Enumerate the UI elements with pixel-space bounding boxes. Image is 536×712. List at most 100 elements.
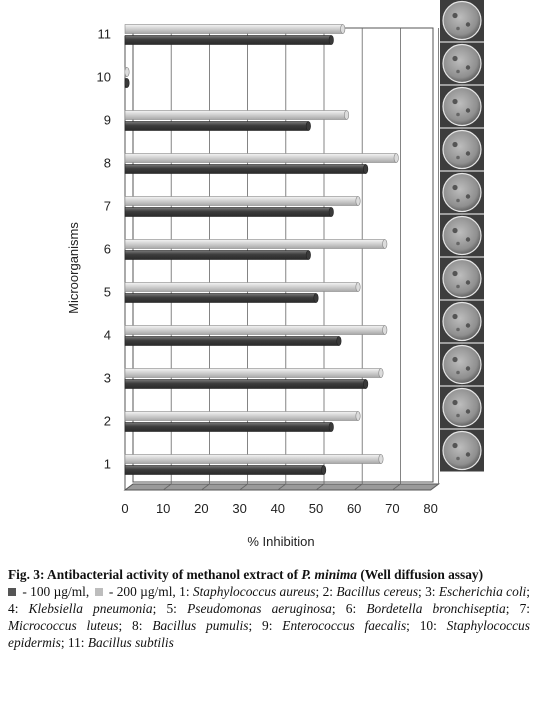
- plate-well: [465, 323, 471, 328]
- bar-cap: [328, 35, 334, 45]
- bar-cap: [124, 67, 130, 77]
- plate-well: [465, 452, 471, 457]
- plate-well: [452, 141, 458, 148]
- bar-100-4: [124, 336, 342, 346]
- organism-name: Bacillus subtilis: [87, 635, 174, 650]
- plate-well: [465, 409, 471, 414]
- caption-title-rest: (Well diffusion assay): [356, 567, 484, 582]
- y-tick-label: 2: [104, 414, 111, 429]
- bar-100-8: [124, 164, 369, 174]
- plate-well: [465, 108, 471, 113]
- organism-name: Enterococcus faecalis: [282, 618, 407, 633]
- plate-well: [456, 284, 460, 289]
- bar-cap: [378, 368, 384, 378]
- legend-swatch-200: [94, 588, 103, 596]
- organism-number: 11:: [67, 635, 88, 650]
- plate-well: [456, 69, 460, 74]
- caption-fig-label: Fig. 3: Antibacterial activity of methan…: [8, 567, 302, 582]
- petri-plate-icon: [440, 386, 484, 429]
- plate-well: [465, 237, 471, 242]
- bar-200-10: [124, 67, 130, 77]
- bar-cap: [305, 121, 311, 131]
- legend-swatch-100: [8, 588, 16, 596]
- plate-well: [465, 151, 471, 156]
- plate-disc: [442, 43, 482, 84]
- y-tick-label: 4: [104, 328, 111, 343]
- plate-well: [465, 65, 471, 70]
- plate-well: [452, 55, 458, 62]
- organism-name: Klebsiella pneumonia: [28, 601, 153, 616]
- plate-well: [456, 155, 460, 160]
- grid-line-floor: [239, 483, 248, 491]
- plate-images: [440, 0, 484, 472]
- bar-cap: [340, 24, 346, 34]
- petri-plate-icon: [440, 343, 484, 386]
- bar-200-6: [124, 239, 388, 249]
- bar-100-9: [124, 121, 311, 131]
- x-tick-label: 70: [385, 501, 399, 516]
- bar-body: [124, 454, 382, 464]
- plate-well: [456, 241, 460, 246]
- plate-well: [456, 198, 460, 203]
- grid-line-floor: [430, 483, 439, 491]
- bar-cap: [321, 465, 327, 475]
- bar-body: [124, 121, 309, 131]
- petri-plate-icon: [440, 300, 484, 343]
- organism-name: Micrococcus luteus: [8, 618, 119, 633]
- x-tick-label: 50: [309, 501, 323, 516]
- plate-disc: [442, 0, 482, 41]
- bar-cap: [355, 282, 361, 292]
- organism-number: 3:: [425, 584, 439, 599]
- organism-number: 5:: [166, 601, 188, 616]
- x-tick-label: 80: [423, 501, 437, 516]
- bar-200-8: [124, 153, 399, 163]
- x-tick-label: 40: [271, 501, 285, 516]
- bar-body: [124, 196, 359, 206]
- organism-separator: ;: [418, 584, 426, 599]
- bar-100-6: [124, 250, 311, 260]
- y-tick-label: 1: [104, 457, 111, 472]
- organism-separator: ;: [505, 601, 520, 616]
- organism-number: 2:: [322, 584, 337, 599]
- plate-well: [452, 270, 458, 277]
- y-tick-label: 7: [104, 199, 111, 214]
- petri-plate-icon: [440, 257, 484, 300]
- plate-well: [465, 22, 471, 27]
- organism-separator: ;: [406, 618, 420, 633]
- organism-name: Bacillus cereus: [336, 584, 419, 599]
- bar-body: [124, 293, 317, 303]
- bar-cap: [328, 422, 334, 432]
- petri-plate-icon: [440, 128, 484, 171]
- organism-separator: ;: [331, 601, 346, 616]
- organism-name: Pseudomonas aeruginosa: [187, 601, 332, 616]
- plate-well: [465, 366, 471, 371]
- organism-number: 6:: [345, 601, 367, 616]
- plate-disc: [442, 215, 482, 256]
- y-tick-label: 3: [104, 371, 111, 386]
- bar-body: [124, 110, 347, 120]
- grid-line-floor: [277, 483, 287, 491]
- bar-cap: [305, 250, 311, 260]
- legend-label-200: - 200 µg/ml,: [105, 584, 180, 599]
- organism-number: 8:: [132, 618, 153, 633]
- petri-plate-icon: [440, 42, 484, 85]
- bar-cap: [344, 110, 350, 120]
- bar-cap: [355, 411, 361, 421]
- plate-well: [456, 413, 460, 418]
- y-axis-title: Microorganisms: [66, 222, 81, 314]
- bar-body: [124, 164, 366, 174]
- bar-100-10: [124, 78, 130, 88]
- plate-disc: [442, 258, 482, 299]
- plate-disc: [442, 129, 482, 170]
- bar-100-2: [124, 422, 334, 432]
- organism-number: 10:: [419, 618, 447, 633]
- plate-well: [452, 98, 458, 105]
- bar-cap: [378, 454, 384, 464]
- organism-name: Escherichia coli: [438, 584, 527, 599]
- bar-100-11: [124, 35, 334, 45]
- bar-200-9: [124, 110, 350, 120]
- bar-cap: [382, 239, 388, 249]
- organism-name: Staphylococcus epidermis: [8, 618, 530, 650]
- bar-cap: [336, 336, 342, 346]
- x-tick-label: 20: [194, 501, 208, 516]
